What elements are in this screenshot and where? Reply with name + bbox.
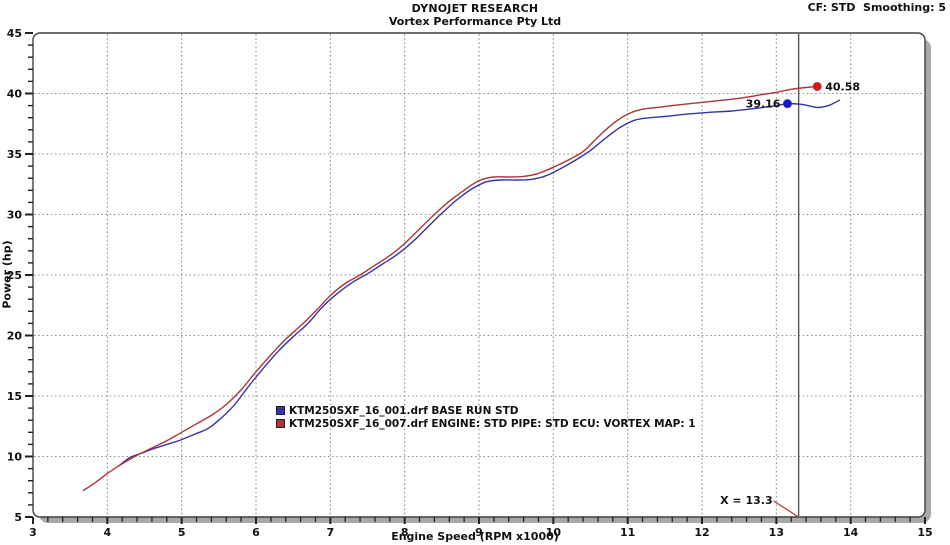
x-tick-label: 7: [327, 526, 335, 539]
x-tick-label: 10: [546, 526, 562, 539]
x-tick-label: 6: [252, 526, 260, 539]
peak-marker-vortex-map: [812, 81, 822, 91]
legend: KTM250SXF_16_001.drf BASE RUN STD KTM250…: [276, 404, 696, 430]
peak-value-label: 40.58: [825, 80, 860, 93]
x-tick-label: 14: [843, 526, 859, 539]
x-axis-title: Engine Speed (RPM x1000): [391, 530, 559, 543]
legend-swatch-red: [276, 419, 285, 428]
y-tick-label: 10: [7, 451, 23, 464]
x-tick-label: 4: [104, 526, 112, 539]
y-tick-label: 40: [7, 88, 23, 101]
y-tick-label: 35: [7, 148, 22, 161]
peak-marker-base-run: [782, 99, 792, 109]
y-tick-label: 25: [7, 269, 22, 282]
x-tick-label: 11: [620, 526, 635, 539]
trace-vortex-map: [82, 85, 818, 492]
x-tick-label: 15: [917, 526, 932, 539]
x-tick-label: 5: [178, 526, 186, 539]
x-tick-label: 9: [475, 526, 483, 539]
y-tick-label: 30: [7, 209, 23, 222]
legend-label-vortex-map: KTM250SXF_16_007.drf ENGINE: STD PIPE: S…: [289, 417, 696, 430]
legend-label-base-run: KTM250SXF_16_001.drf BASE RUN STD: [289, 404, 519, 417]
correction-smoothing-status: CF: STD Smoothing: 5: [807, 1, 946, 14]
y-tick-label: 15: [7, 390, 22, 403]
cursor-leader-line: [773, 500, 799, 518]
cursor-x-label: X = 13.3: [720, 494, 773, 507]
legend-item-vortex-map: KTM250SXF_16_007.drf ENGINE: STD PIPE: S…: [276, 417, 696, 430]
x-tick-label: 8: [401, 526, 409, 539]
y-tick-label: 5: [14, 511, 22, 524]
x-tick-label: 13: [769, 526, 784, 539]
peak-value-label: 39.16: [746, 98, 781, 111]
y-axis-title: Power (hp): [0, 240, 14, 309]
page-subtitle: Vortex Performance Pty Ltd: [388, 15, 562, 28]
x-tick-label: 3: [29, 526, 37, 539]
legend-item-base-run: KTM250SXF_16_001.drf BASE RUN STD: [276, 404, 696, 417]
x-tick-label: 12: [694, 526, 709, 539]
page-title: DYNOJET RESEARCH: [411, 2, 539, 15]
y-tick-label: 20: [7, 330, 23, 343]
y-tick-label: 45: [7, 27, 22, 40]
trace-base-run: [117, 99, 841, 467]
legend-swatch-blue: [276, 406, 285, 415]
